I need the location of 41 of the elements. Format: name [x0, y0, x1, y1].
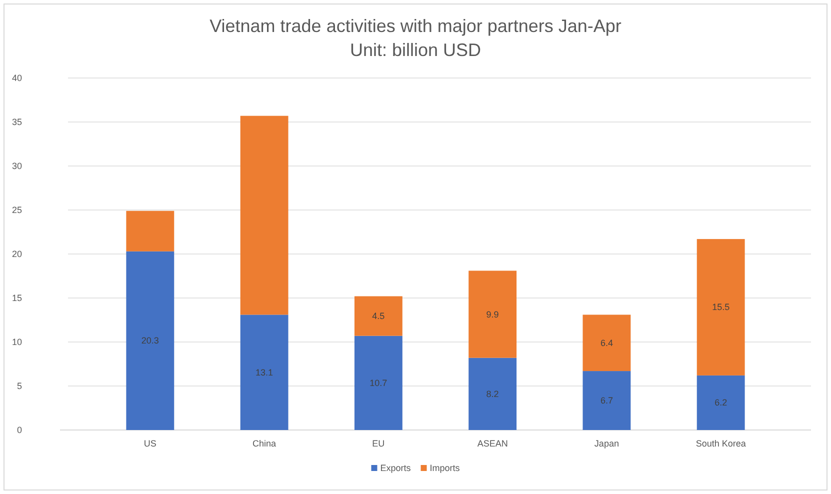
bar: [240, 314, 288, 430]
bar: [126, 251, 174, 430]
bar: [696, 239, 745, 376]
y-tick-label: 35: [12, 116, 22, 127]
bar: [468, 270, 517, 358]
bar: [354, 336, 402, 430]
data-label: 6.2: [714, 398, 728, 408]
chart-title: Vietnam trade activities with major partners Jan-Apr: [210, 16, 622, 36]
bar: [696, 375, 745, 430]
y-tick-label: 10: [12, 336, 22, 347]
x-tick-label: Japan: [594, 438, 619, 448]
x-tick-label: US: [144, 438, 156, 448]
data-label: 6.4: [600, 338, 613, 348]
bar: [468, 358, 517, 430]
y-tick-label: 40: [12, 72, 22, 83]
y-tick-label: 15: [12, 292, 22, 303]
data-label: 8.2: [486, 388, 499, 399]
bar: [354, 296, 402, 336]
data-label: 6.7: [600, 396, 613, 406]
bar: [582, 371, 631, 430]
bar: [582, 314, 631, 372]
y-tick-label: 5: [16, 380, 22, 391]
bar: [126, 210, 174, 252]
data-label: 9.9: [486, 309, 499, 320]
bar: [240, 116, 288, 315]
legend-label: Exports: [380, 463, 412, 473]
y-tick-label: 30: [12, 160, 22, 171]
data-label: 20.3: [141, 336, 159, 346]
data-label: 15.5: [712, 302, 730, 312]
x-tick-label: South Korea: [696, 438, 746, 448]
y-tick-label: 0: [16, 424, 22, 435]
x-tick-label: EU: [372, 438, 385, 448]
y-tick-label: 25: [12, 204, 22, 215]
data-label: 4.5: [372, 311, 385, 322]
x-tick-label: China: [252, 438, 276, 448]
data-label: 13.1: [256, 367, 274, 378]
y-tick-label: 20: [12, 248, 22, 259]
legend-label: Imports: [430, 463, 460, 473]
x-tick-label: ASEAN: [477, 438, 508, 448]
chart-subtitle: Unit: billion USD: [350, 40, 482, 60]
data-label: 10.7: [370, 378, 388, 388]
